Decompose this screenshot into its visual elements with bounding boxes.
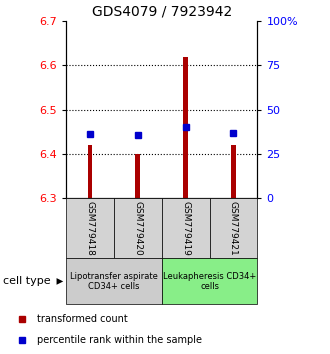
Text: Leukapheresis CD34+
cells: Leukapheresis CD34+ cells [163,272,256,291]
Bar [135,154,140,198]
Text: percentile rank within the sample: percentile rank within the sample [38,335,203,345]
Bar [114,198,162,258]
Bar [66,258,162,304]
Bar [66,198,114,258]
Bar [183,57,188,198]
Title: GDS4079 / 7923942: GDS4079 / 7923942 [92,5,232,19]
Bar [231,145,236,198]
Bar [210,198,257,258]
Bar [162,198,210,258]
Text: Lipotransfer aspirate
CD34+ cells: Lipotransfer aspirate CD34+ cells [70,272,158,291]
Bar [87,145,92,198]
Text: GSM779421: GSM779421 [229,201,238,256]
Text: transformed count: transformed count [38,314,128,324]
Text: cell type: cell type [3,276,51,286]
Text: GSM779420: GSM779420 [133,201,142,256]
Bar [162,258,257,304]
Text: GSM779419: GSM779419 [181,201,190,256]
Text: GSM779418: GSM779418 [85,201,94,256]
